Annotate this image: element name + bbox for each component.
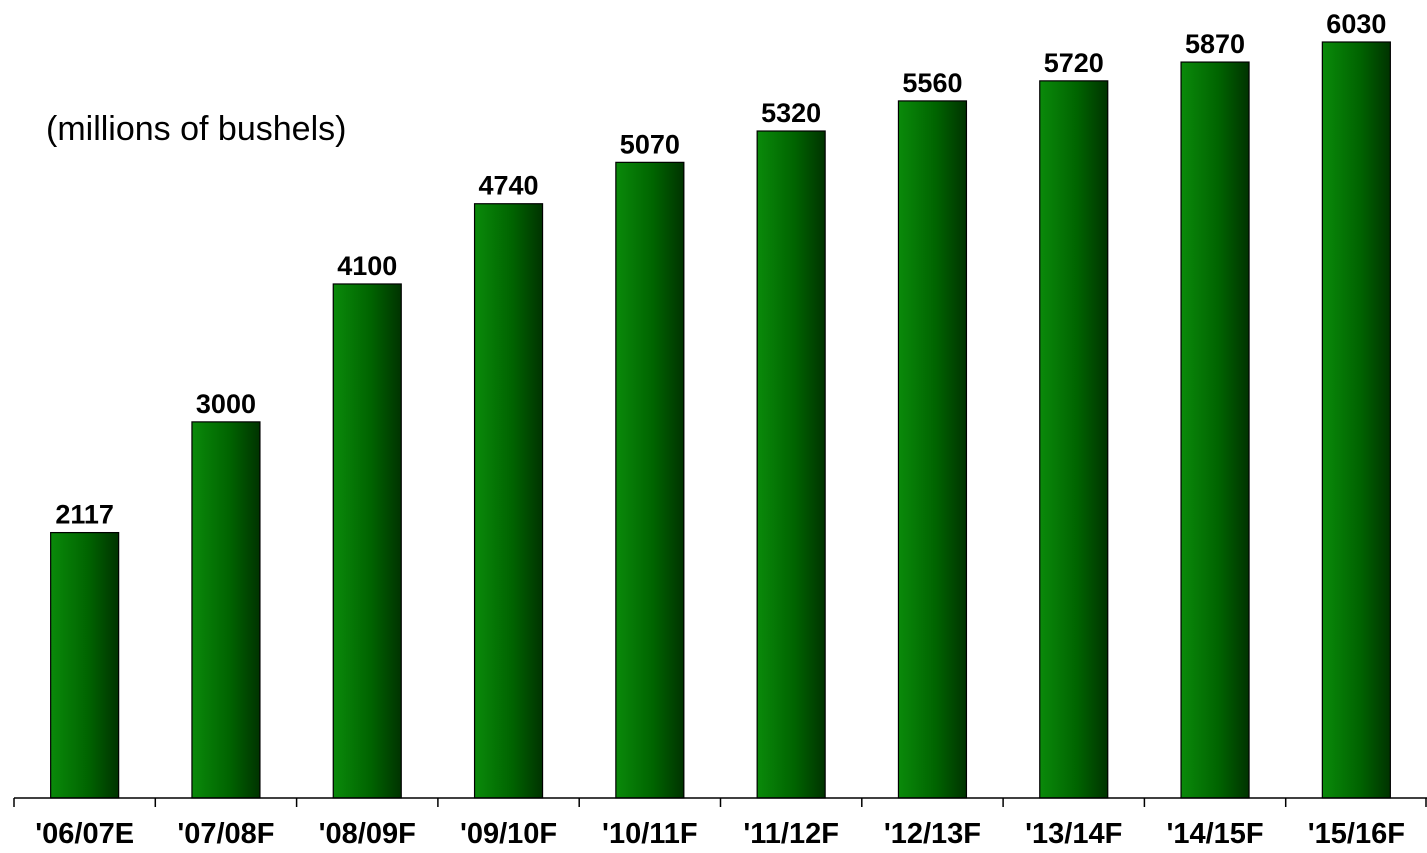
category-labels-group: '06/07E '07/08F '08/09F '09/10F '10/11F '11/1… — [35, 818, 1405, 850]
x-tick-label: '15/16F — [1308, 818, 1405, 850]
bar-value-label: 5870 — [1185, 29, 1245, 59]
x-tick-label: '13/14F — [1025, 818, 1122, 850]
bar-value-label: 3000 — [196, 389, 256, 419]
bar-value-label: 5560 — [902, 68, 962, 98]
x-tick-label: '10/11F — [602, 818, 698, 850]
x-axis — [13, 797, 1427, 807]
bar — [1039, 80, 1109, 799]
bar — [756, 130, 826, 799]
x-tick-label: '14/15F — [1166, 818, 1263, 850]
bar — [332, 283, 402, 799]
bar-value-label: 2117 — [55, 500, 114, 530]
bar — [50, 531, 120, 799]
bar — [473, 203, 544, 799]
x-tick-label: '08/09F — [319, 818, 416, 850]
bar-value-label: 5070 — [620, 129, 680, 159]
value-labels-group: 2117 3000 4100 4740 5070 5320 5560 5720 5870 6030 — [55, 9, 1386, 530]
bars-group — [50, 41, 1391, 799]
units-label: (millions of bushels) — [46, 110, 347, 148]
bar — [1321, 41, 1391, 799]
bar — [615, 161, 685, 799]
bar — [1180, 61, 1250, 799]
x-tick-label: '12/13F — [884, 818, 981, 850]
x-tick-label: '11/12F — [743, 818, 839, 850]
bar-value-label: 4100 — [337, 251, 397, 281]
bar-value-label: 6030 — [1326, 9, 1386, 39]
bar-value-label: 5320 — [761, 98, 821, 128]
bar — [897, 100, 968, 799]
x-tick-label: '07/08F — [177, 818, 274, 850]
bar-value-label: 4740 — [479, 171, 539, 201]
bar — [191, 421, 261, 799]
x-tick-label: '06/07E — [35, 818, 134, 850]
x-tick-label: '09/10F — [460, 818, 557, 850]
bar-value-label: 5720 — [1044, 48, 1104, 78]
